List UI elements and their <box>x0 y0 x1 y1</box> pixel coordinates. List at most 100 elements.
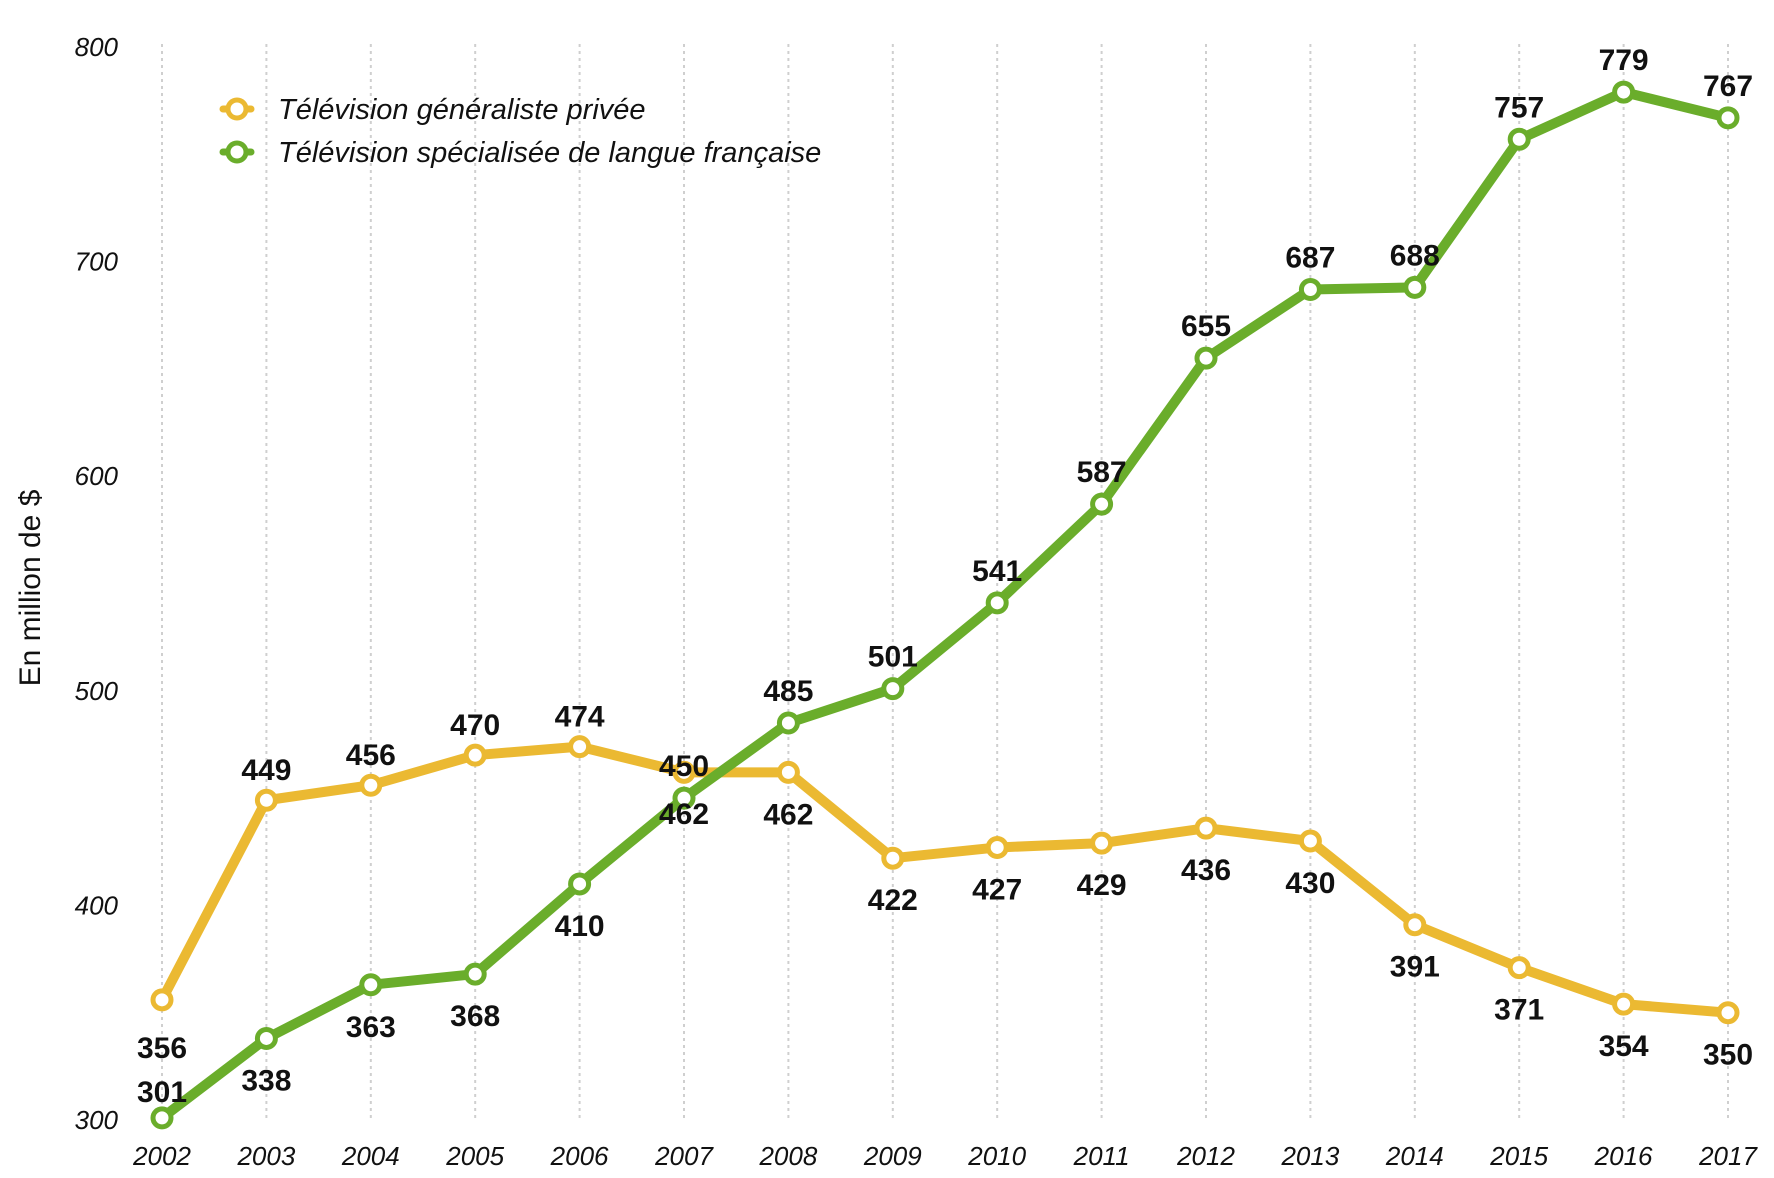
x-tick-2006: 2006 <box>550 1141 609 1171</box>
point-generaliste-2004 <box>359 773 383 797</box>
series-specialisee <box>150 80 1740 1130</box>
point-generaliste-2003 <box>254 788 278 812</box>
y-tick-800: 800 <box>75 32 119 62</box>
y-tick-700: 700 <box>75 247 119 277</box>
legend-item-specialisee: Télévision spécialisée de langue françai… <box>219 137 821 169</box>
label-generaliste-2016: 354 <box>1599 1030 1649 1063</box>
series <box>150 80 1740 1130</box>
label-generaliste-2008: 462 <box>763 798 813 831</box>
x-tick-2005: 2005 <box>445 1141 504 1171</box>
label-specialisee-2015: 757 <box>1494 91 1544 124</box>
point-specialisee-2002 <box>150 1106 174 1130</box>
y-axis-ticks: 300 400 500 600 700 800 <box>75 32 119 1135</box>
point-generaliste-2010 <box>985 835 1009 859</box>
label-generaliste-2002: 356 <box>137 1032 187 1065</box>
legend-label-generaliste: Télévision généraliste privée <box>278 94 646 126</box>
x-tick-2010: 2010 <box>967 1141 1026 1171</box>
point-specialisee-2003 <box>254 1026 278 1050</box>
point-specialisee-2013 <box>1298 277 1322 301</box>
label-specialisee-2009: 501 <box>868 641 918 674</box>
point-generaliste-2007 <box>672 760 696 784</box>
label-generaliste-2011: 429 <box>1077 869 1127 902</box>
point-generaliste-2009 <box>881 846 905 870</box>
label-specialisee-2013: 687 <box>1285 241 1335 274</box>
point-generaliste-2012 <box>1194 816 1218 840</box>
label-specialisee-2003: 338 <box>241 1064 291 1097</box>
legend-item-generaliste: Télévision généraliste privée <box>219 94 646 126</box>
label-generaliste-2013: 430 <box>1285 867 1335 900</box>
point-specialisee-2006 <box>568 872 592 896</box>
point-specialisee-2015 <box>1507 127 1531 151</box>
x-tick-2009: 2009 <box>863 1141 922 1171</box>
y-tick-300: 300 <box>75 1105 119 1135</box>
point-specialisee-2007 <box>672 786 696 810</box>
point-generaliste-2015 <box>1507 956 1531 980</box>
label-generaliste-2014: 391 <box>1390 951 1440 984</box>
label-specialisee-2008: 485 <box>763 675 813 708</box>
point-specialisee-2004 <box>359 973 383 997</box>
point-generaliste-2017 <box>1716 1001 1740 1025</box>
label-generaliste-2003: 449 <box>241 754 291 787</box>
x-axis-ticks: 2002 2003 2004 2005 2006 2007 2008 2009 2010 2011… <box>132 1141 1758 1171</box>
label-generaliste-2005: 470 <box>450 709 500 742</box>
point-specialisee-2009 <box>881 677 905 701</box>
gridlines <box>161 44 1729 1120</box>
label-specialisee-2005: 368 <box>450 1000 500 1033</box>
x-tick-2015: 2015 <box>1489 1141 1548 1171</box>
x-tick-2011: 2011 <box>1073 1141 1130 1171</box>
y-axis-label: En million de $ <box>14 489 47 686</box>
label-generaliste-2017: 350 <box>1703 1039 1753 1072</box>
label-generaliste-2007: 462 <box>659 798 709 831</box>
label-specialisee-2007: 450 <box>659 750 709 783</box>
label-specialisee-2012: 655 <box>1181 310 1231 343</box>
x-tick-2002: 2002 <box>132 1141 191 1171</box>
label-specialisee-2014: 688 <box>1390 239 1440 272</box>
series-generaliste <box>150 735 1740 1025</box>
point-generaliste-2011 <box>1090 831 1114 855</box>
point-specialisee-2005 <box>463 962 487 986</box>
x-tick-2003: 2003 <box>236 1141 295 1171</box>
label-specialisee-2010: 541 <box>972 555 1022 588</box>
x-tick-2004: 2004 <box>341 1141 400 1171</box>
legend: Télévision généraliste privée Télévision… <box>219 94 821 169</box>
point-specialisee-2016 <box>1612 80 1636 104</box>
point-generaliste-2013 <box>1298 829 1322 853</box>
x-tick-2007: 2007 <box>654 1141 714 1171</box>
legend-marker-generaliste <box>225 97 249 121</box>
y-tick-400: 400 <box>75 890 119 920</box>
label-generaliste-2012: 436 <box>1181 854 1231 887</box>
point-generaliste-2006 <box>568 735 592 759</box>
label-generaliste-2010: 427 <box>972 873 1022 906</box>
point-specialisee-2017 <box>1716 106 1740 130</box>
y-tick-600: 600 <box>75 461 119 491</box>
y-tick-500: 500 <box>75 676 119 706</box>
label-generaliste-2009: 422 <box>868 884 918 917</box>
point-specialisee-2012 <box>1194 346 1218 370</box>
point-generaliste-2005 <box>463 743 487 767</box>
point-specialisee-2011 <box>1090 492 1114 516</box>
x-tick-2013: 2013 <box>1280 1141 1339 1171</box>
label-generaliste-2015: 371 <box>1494 994 1544 1027</box>
point-specialisee-2008 <box>776 711 800 735</box>
label-specialisee-2016: 779 <box>1599 44 1649 77</box>
label-specialisee-2017: 767 <box>1703 70 1753 103</box>
point-specialisee-2014 <box>1403 275 1427 299</box>
label-specialisee-2004: 363 <box>346 1011 396 1044</box>
series-line-specialisee <box>157 87 1733 1123</box>
x-tick-2008: 2008 <box>758 1141 817 1171</box>
series-line-generaliste <box>157 741 1733 1018</box>
point-generaliste-2008 <box>776 760 800 784</box>
label-generaliste-2004: 456 <box>346 739 396 772</box>
x-tick-2014: 2014 <box>1385 1141 1444 1171</box>
legend-marker-specialisee <box>225 140 249 164</box>
label-specialisee-2002: 301 <box>137 1076 187 1109</box>
x-tick-2017: 2017 <box>1698 1141 1758 1171</box>
legend-label-specialisee: Télévision spécialisée de langue françai… <box>278 137 821 169</box>
label-generaliste-2006: 474 <box>555 701 605 734</box>
point-generaliste-2016 <box>1612 992 1636 1016</box>
label-specialisee-2006: 410 <box>555 910 605 943</box>
point-generaliste-2002 <box>150 988 174 1012</box>
x-tick-2012: 2012 <box>1176 1141 1235 1171</box>
point-generaliste-2014 <box>1403 913 1427 937</box>
